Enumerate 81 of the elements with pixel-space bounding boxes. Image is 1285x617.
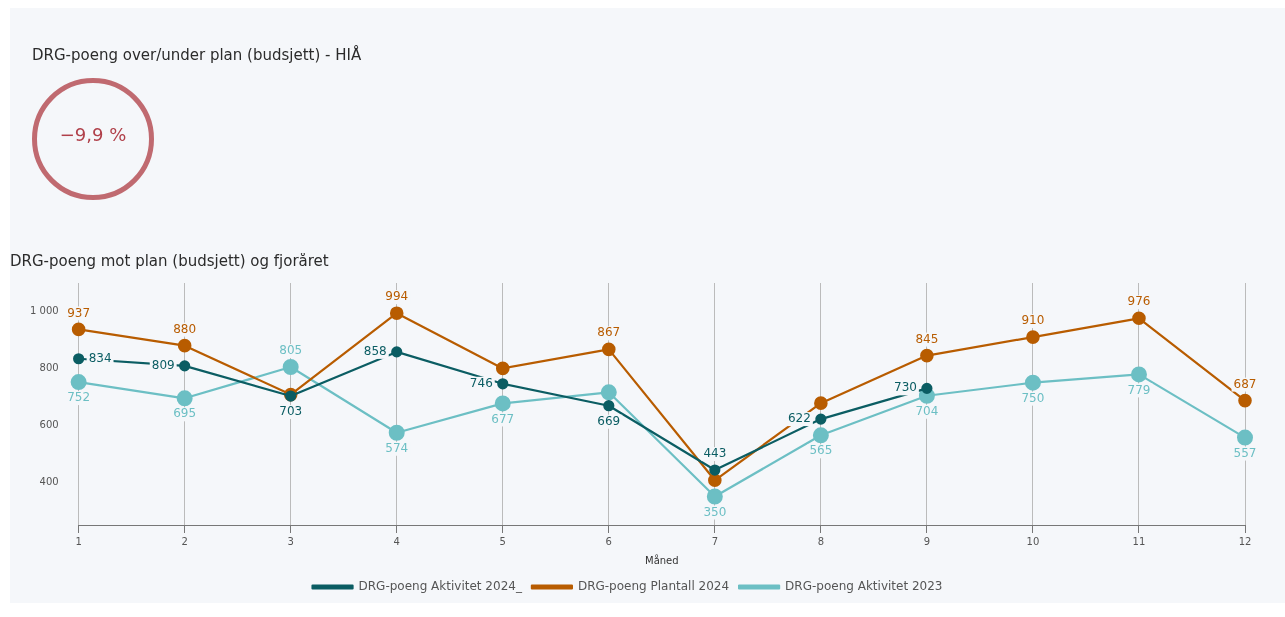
text: DRG-poeng over/under plan (budsjett) - HIÅ <box>32 46 362 64</box>
point <box>602 342 616 357</box>
point <box>1238 393 1252 408</box>
data-label: 752 <box>67 390 91 405</box>
point <box>814 396 828 410</box>
point <box>920 348 934 363</box>
point <box>706 488 723 505</box>
data-label: 704 <box>915 403 939 418</box>
data-label: 880 <box>173 321 197 336</box>
chart-title: DRG-poeng mot plan (budsjett) og fjoråret <box>10 251 329 270</box>
legend-label: DRG-poeng Aktivitet 2023 <box>785 579 943 594</box>
x-tick-label: 12 <box>1238 535 1252 547</box>
x-tick-label: 2 <box>181 535 188 547</box>
point <box>282 358 299 375</box>
y-tick-label: 600 <box>39 418 59 430</box>
data-label: 350 <box>703 504 727 519</box>
data-label: 443 <box>703 446 727 461</box>
x-tick-label: 4 <box>393 535 400 547</box>
data-label: 779 <box>1127 382 1151 397</box>
data-label: 746 <box>469 375 493 390</box>
data-label: 976 <box>1127 294 1151 309</box>
point <box>815 413 827 425</box>
data-label: 845 <box>915 331 939 346</box>
data-label: 622 <box>787 411 811 426</box>
text: −9,9 % <box>58 124 128 145</box>
x-tick-label: 6 <box>605 535 612 547</box>
x-tick-label: 9 <box>923 535 931 547</box>
data-label: 858 <box>363 344 387 359</box>
point <box>1024 374 1041 391</box>
point <box>1132 311 1146 326</box>
x-tick-label: 7 <box>711 535 719 547</box>
x-tick-label: 8 <box>817 535 825 547</box>
point <box>708 473 722 488</box>
point <box>177 338 192 353</box>
data-label: 937 <box>67 305 91 320</box>
point <box>391 346 403 358</box>
y-tick-label: 1 000 <box>29 305 59 317</box>
y-tick-label: 400 <box>39 475 59 487</box>
point <box>1237 429 1253 446</box>
data-label: 910 <box>1021 313 1045 328</box>
x-axis-title: Måned <box>645 553 679 566</box>
x-tick-label: 3 <box>287 535 294 547</box>
data-label: 677 <box>491 411 515 426</box>
x-tick-label: 1 <box>75 535 82 547</box>
point <box>388 424 405 441</box>
data-label: 669 <box>597 413 621 428</box>
point <box>70 374 87 391</box>
point <box>812 427 829 444</box>
point <box>921 382 933 394</box>
x-tick-label: 10 <box>1026 535 1040 547</box>
data-label: 557 <box>1233 445 1257 460</box>
point <box>600 384 617 401</box>
point <box>389 306 404 320</box>
data-label: 994 <box>385 289 409 304</box>
legend-label: DRG-poeng Aktivitet 2024_ <box>358 579 523 594</box>
point <box>497 378 509 390</box>
x-tick-label: 11 <box>1132 535 1146 547</box>
legend-label: DRG-poeng Plantall 2024 <box>577 579 730 594</box>
point <box>603 400 615 412</box>
y-tick-label: 800 <box>39 362 59 374</box>
data-label: 687 <box>1233 376 1257 391</box>
data-label: 730 <box>893 380 917 395</box>
point <box>73 353 85 365</box>
data-label: 565 <box>809 443 833 458</box>
data-label: 834 <box>88 350 112 365</box>
point <box>1026 330 1040 344</box>
data-label: 703 <box>279 404 303 419</box>
point <box>71 322 86 337</box>
data-label: 695 <box>173 406 197 421</box>
point <box>494 395 511 412</box>
point <box>495 361 510 376</box>
data-label: 805 <box>279 343 303 358</box>
point <box>709 464 721 476</box>
data-label: 574 <box>385 440 409 455</box>
point <box>1130 366 1147 383</box>
point <box>176 390 193 407</box>
point <box>179 360 191 372</box>
x-tick-label: 5 <box>499 535 506 547</box>
data-label: 750 <box>1021 390 1045 405</box>
data-label: 867 <box>597 325 621 340</box>
data-label: 809 <box>151 357 175 372</box>
